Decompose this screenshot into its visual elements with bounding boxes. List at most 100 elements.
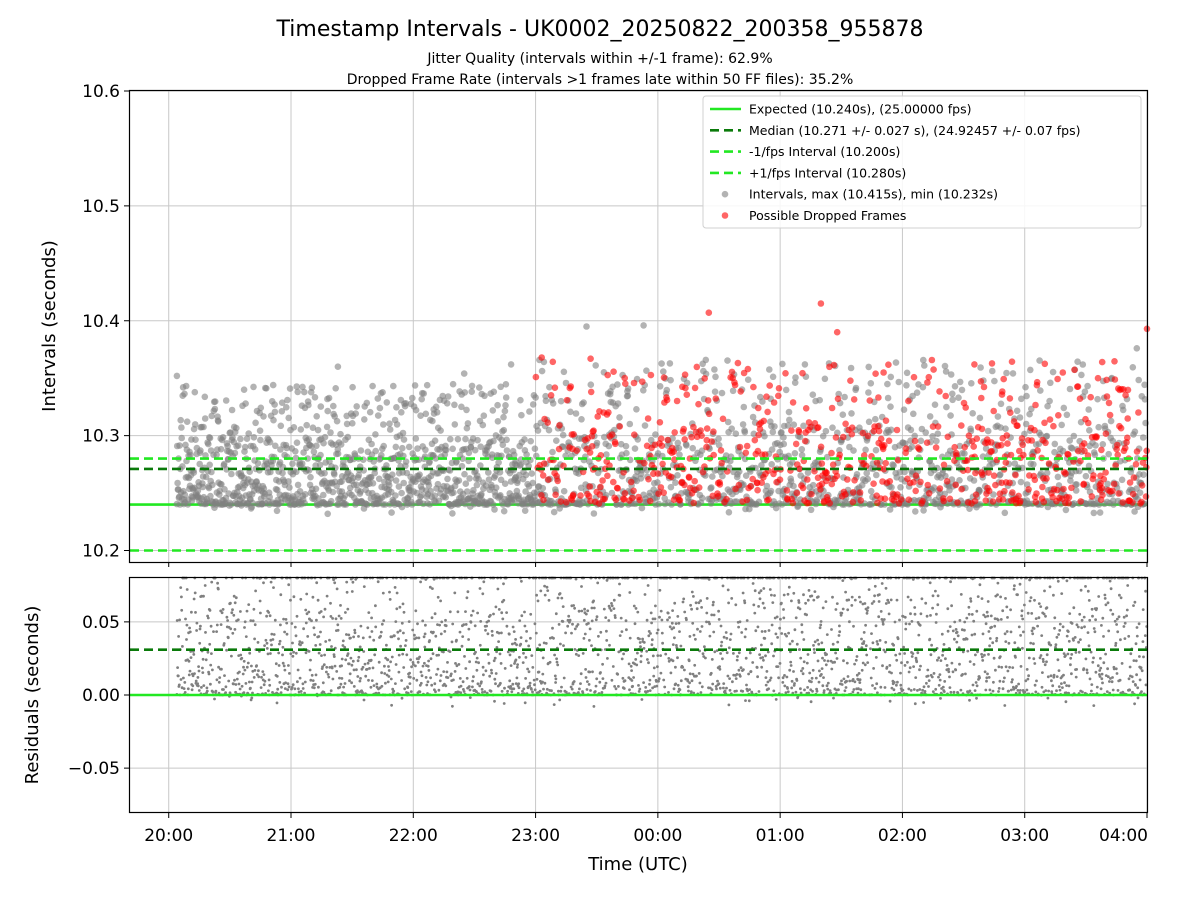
residual-point	[381, 591, 385, 595]
interval-point	[383, 399, 391, 406]
interval-point	[614, 381, 621, 388]
residual-point	[424, 676, 428, 679]
residual-point	[358, 645, 362, 649]
dropped-frame-point	[549, 358, 557, 366]
residual-point	[667, 657, 671, 660]
residual-point	[451, 622, 455, 626]
residual-point	[802, 593, 805, 597]
residual-point	[878, 593, 881, 596]
residual-point	[785, 634, 788, 638]
residual-point	[645, 649, 649, 653]
residual-point	[415, 678, 419, 682]
residual-point	[428, 639, 431, 642]
residual-point	[511, 682, 515, 686]
dropped-frame-point	[743, 442, 751, 450]
residual-point	[268, 683, 272, 687]
dropped-frame-point	[850, 396, 858, 403]
residual-point	[362, 585, 366, 588]
interval-point	[1091, 451, 1099, 459]
residual-point	[715, 687, 718, 691]
residual-point	[676, 656, 679, 660]
interval-point	[181, 491, 189, 499]
residual-point	[731, 680, 734, 684]
residual-point	[888, 699, 892, 703]
residual-point	[485, 624, 488, 628]
dropped-frame-point	[1077, 498, 1084, 505]
dropped-frame-point	[824, 474, 832, 482]
dropped-frame-point	[570, 431, 577, 438]
interval-point	[385, 482, 393, 489]
residual-point	[748, 651, 752, 655]
residual-point	[242, 659, 246, 663]
residual-point	[371, 666, 375, 670]
residual-point	[764, 683, 768, 687]
interval-point	[298, 460, 306, 467]
dropped-frame-point	[765, 496, 772, 504]
residual-point	[542, 687, 545, 691]
residual-point	[738, 674, 742, 678]
interval-point	[228, 470, 235, 478]
interval-point	[480, 412, 488, 420]
dropped-frame-point	[829, 461, 837, 469]
interval-point	[380, 442, 388, 450]
dropped-frame-point	[1003, 432, 1011, 439]
residual-point	[579, 682, 582, 685]
residual-point	[322, 663, 326, 667]
residual-point	[275, 674, 279, 678]
interval-point	[724, 418, 732, 426]
interval-point	[416, 471, 423, 479]
residual-point	[650, 643, 654, 647]
dropped-frame-point	[832, 434, 840, 441]
interval-point	[532, 394, 539, 401]
interval-point	[304, 455, 312, 462]
residual-point	[206, 616, 210, 620]
residual-point	[741, 591, 745, 595]
dropped-frame-point	[597, 483, 604, 491]
dropped-frame-point	[691, 384, 699, 392]
residual-point	[359, 677, 362, 680]
residual-point	[637, 690, 641, 693]
interval-point	[286, 385, 294, 392]
residual-point	[370, 616, 373, 620]
residual-point	[613, 616, 617, 619]
interval-point	[380, 421, 387, 428]
residual-point	[458, 677, 462, 680]
residual-point	[222, 642, 226, 645]
residual-point	[201, 666, 204, 670]
residual-point	[536, 599, 540, 603]
residual-point	[299, 643, 302, 647]
residual-point	[216, 581, 220, 585]
residual-point	[416, 622, 419, 626]
residual-point	[780, 601, 783, 605]
residual-point	[255, 664, 258, 667]
residual-point	[386, 680, 390, 684]
residual-point	[246, 661, 250, 665]
dropped-frame-point	[1002, 459, 1010, 466]
interval-point	[215, 418, 222, 425]
residual-point	[599, 630, 603, 634]
residual-point	[729, 632, 733, 636]
residual-point	[718, 665, 721, 668]
residual-point	[506, 689, 509, 693]
residual-point	[456, 610, 460, 614]
residual-point	[426, 664, 430, 668]
residual-point	[564, 631, 567, 635]
interval-point	[357, 447, 365, 454]
dropped-frame-point	[630, 487, 637, 495]
residual-point	[292, 650, 295, 654]
residual-point	[601, 677, 605, 680]
residual-point	[656, 628, 660, 632]
interval-point	[1084, 382, 1091, 390]
residual-point	[259, 611, 262, 615]
residual-point	[252, 607, 256, 611]
residual-point	[397, 653, 401, 657]
residual-point	[571, 622, 574, 626]
residual-point	[903, 664, 907, 667]
residual-point	[636, 610, 640, 614]
residual-point	[238, 687, 242, 691]
interval-point	[368, 440, 375, 448]
residual-point	[279, 623, 282, 627]
residual-point	[785, 675, 789, 679]
residual-point	[439, 599, 442, 603]
residual-point	[363, 662, 367, 666]
